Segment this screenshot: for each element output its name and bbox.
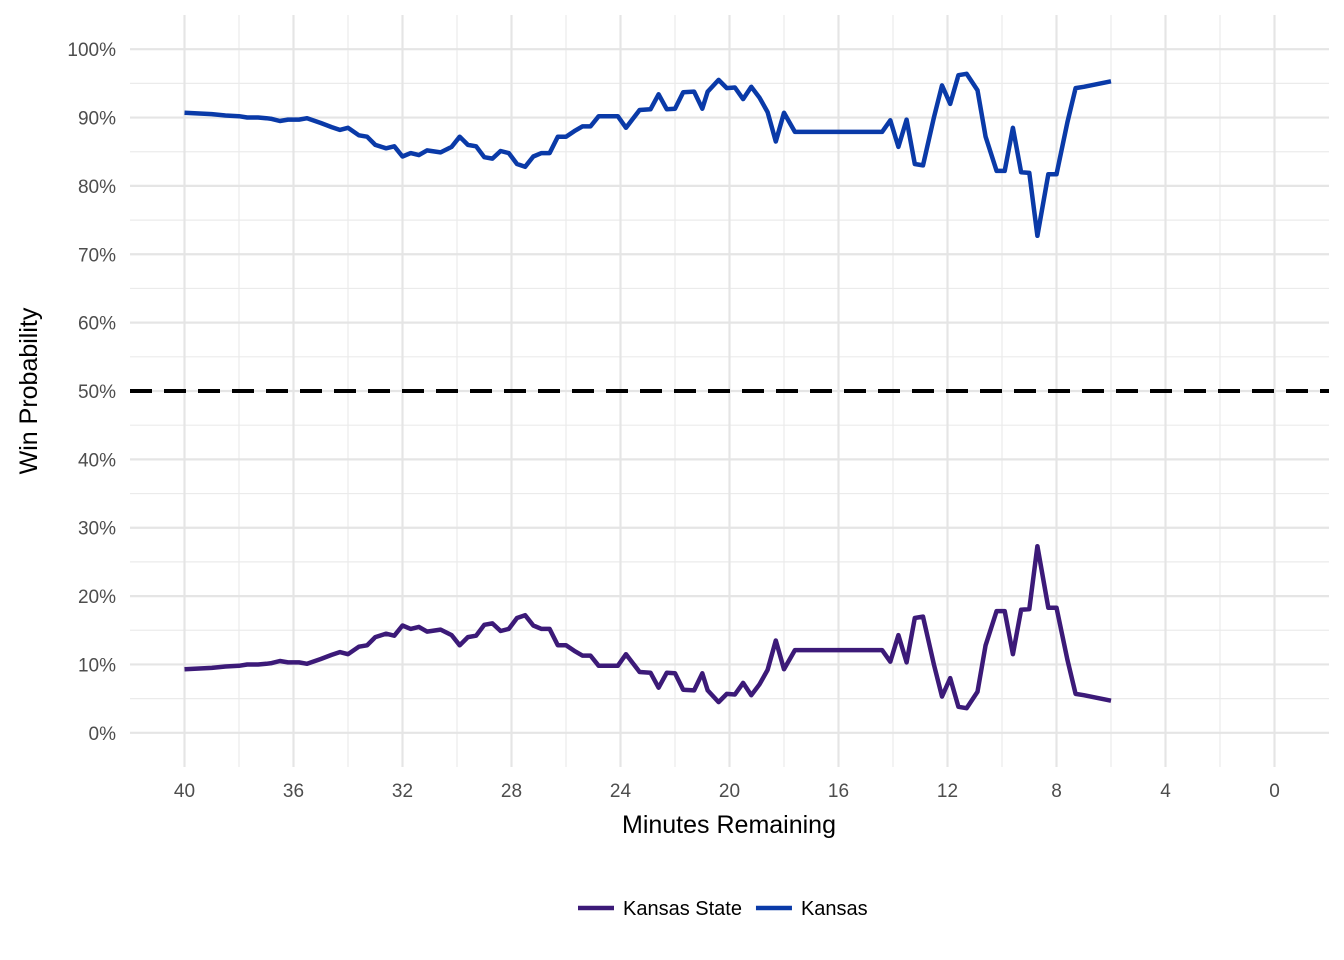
x-tick-label: 16 <box>828 781 849 802</box>
x-tick-label: 0 <box>1269 781 1280 802</box>
series-line-kansas-state <box>184 543 1112 711</box>
y-tick-label: 20% <box>78 587 116 608</box>
y-tick-label: 30% <box>78 519 116 540</box>
x-tick-label: 36 <box>283 781 304 802</box>
y-axis-tick-labels: 0% 10% 20% 30% 40% 50% 60% 70% 80% 90% 100% <box>67 40 116 745</box>
x-tick-label: 20 <box>719 781 740 802</box>
y-tick-label: 40% <box>78 450 116 471</box>
x-tick-label: 32 <box>392 781 413 802</box>
series-lines <box>184 71 1112 711</box>
y-tick-label: 80% <box>78 177 116 198</box>
legend-label: Kansas <box>801 898 868 920</box>
y-tick-label: 100% <box>67 40 116 61</box>
y-tick-label: 10% <box>78 655 116 676</box>
y-tick-label: 90% <box>78 109 116 130</box>
y-axis-title: Win Probability <box>15 307 43 474</box>
series-line-kansas <box>184 71 1112 239</box>
legend-label: Kansas State <box>623 898 742 920</box>
y-tick-label: 50% <box>78 382 116 403</box>
x-tick-label: 40 <box>174 781 195 802</box>
x-axis-tick-labels: 40 36 32 28 24 20 16 12 8 4 0 <box>174 781 1280 802</box>
x-tick-label: 24 <box>610 781 632 802</box>
y-tick-label: 0% <box>89 724 117 745</box>
x-tick-label: 4 <box>1160 781 1171 802</box>
legend: Kansas State Kansas <box>578 898 868 920</box>
x-tick-label: 8 <box>1051 781 1062 802</box>
y-tick-label: 60% <box>78 314 116 335</box>
x-tick-label: 12 <box>937 781 958 802</box>
y-tick-label: 70% <box>78 245 116 266</box>
x-tick-label: 28 <box>501 781 522 802</box>
x-axis-title: Minutes Remaining <box>622 811 836 839</box>
